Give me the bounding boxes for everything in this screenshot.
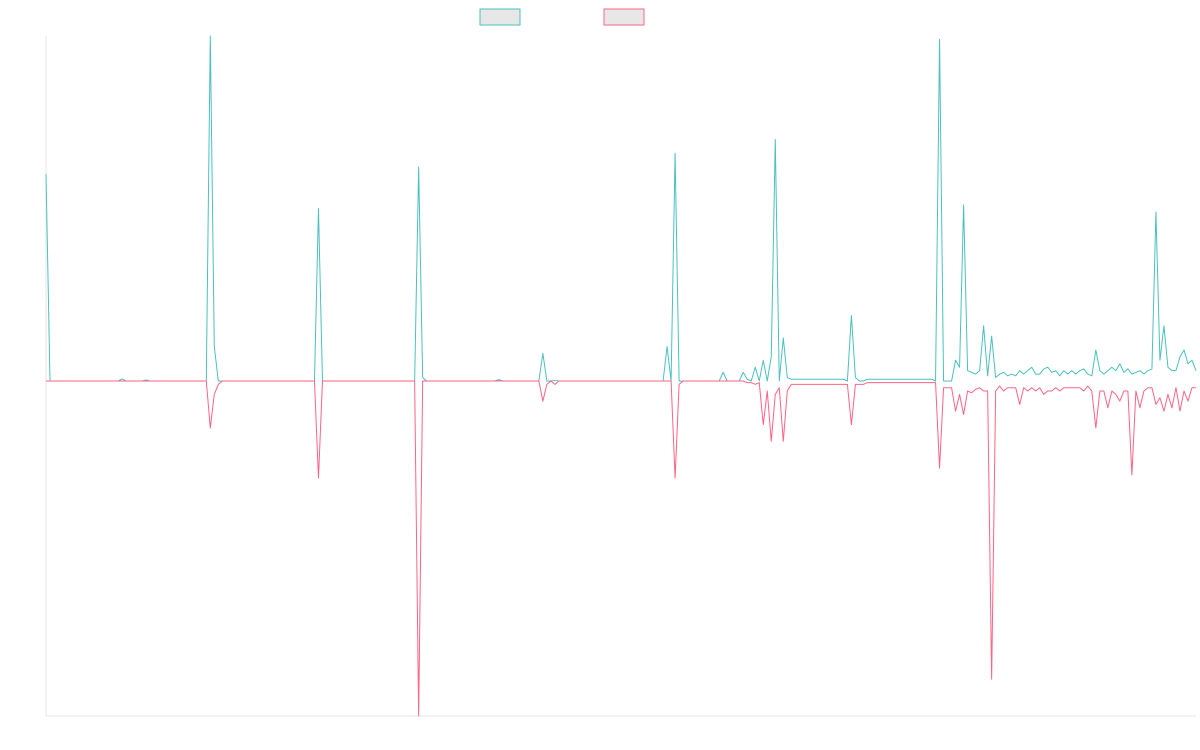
axes <box>45 36 1196 717</box>
legend-swatch <box>603 8 645 26</box>
series-line-1[interactable] <box>45 35 1197 382</box>
legend <box>479 8 645 26</box>
series-layer <box>45 35 1197 717</box>
legend-swatch <box>479 8 521 26</box>
legend-item-2[interactable] <box>603 8 645 26</box>
legend-item-1[interactable] <box>479 8 521 26</box>
series-line-2[interactable] <box>46 380 1196 717</box>
